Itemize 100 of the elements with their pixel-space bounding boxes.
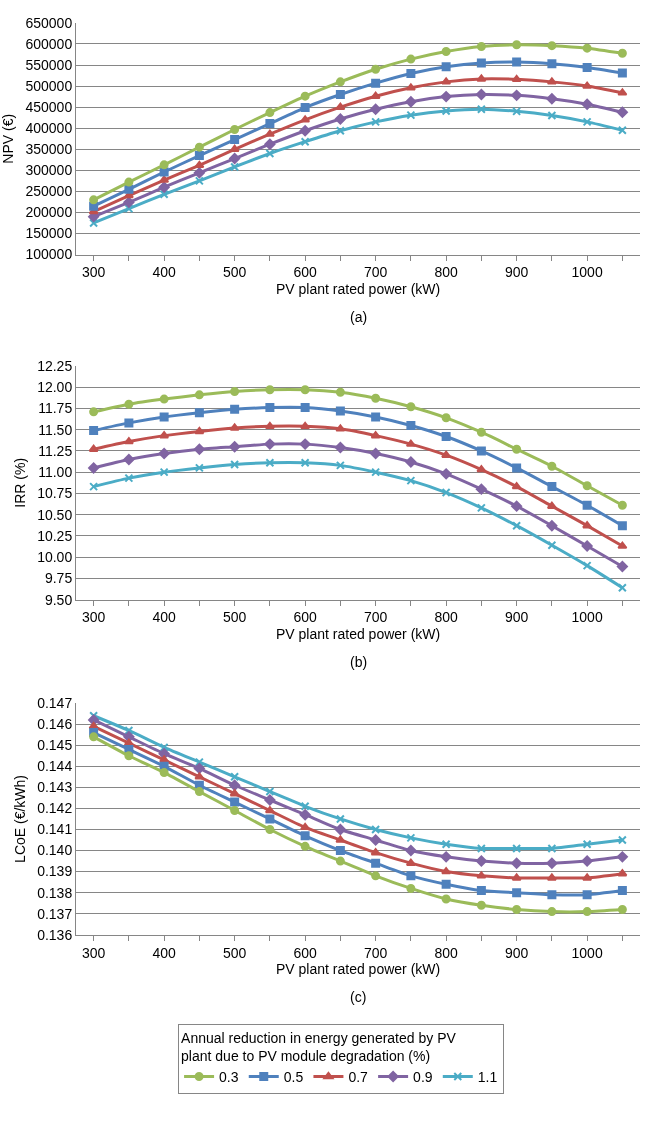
- point: [581, 98, 593, 110]
- point: [194, 408, 204, 418]
- point: [264, 421, 275, 430]
- point: [441, 879, 451, 889]
- y-tick-label: 150000: [25, 225, 73, 242]
- point: [582, 521, 593, 529]
- point: [370, 848, 381, 856]
- point: [124, 418, 134, 428]
- legend-label: 1.1: [477, 1068, 498, 1085]
- x-tick-label: 500: [222, 609, 247, 626]
- y-tick-label: 400000: [25, 120, 73, 137]
- y-tick-label: 0.145: [37, 737, 73, 754]
- point: [335, 387, 345, 397]
- point: [300, 91, 310, 101]
- point: [441, 894, 451, 904]
- x-tick-label: 500: [222, 944, 247, 961]
- point: [159, 467, 169, 477]
- point: [582, 873, 593, 881]
- point: [476, 41, 486, 51]
- point: [123, 453, 135, 465]
- y-tick-label: 0.147: [37, 695, 73, 712]
- point: [300, 103, 310, 113]
- point: [299, 125, 311, 137]
- point: [230, 806, 240, 816]
- point: [581, 540, 593, 552]
- point: [89, 732, 99, 742]
- point: [441, 413, 451, 423]
- point: [229, 779, 241, 791]
- point: [265, 108, 275, 118]
- point: [441, 62, 451, 72]
- x-axis-title: PV plant rated power (kW): [276, 626, 441, 642]
- y-tick-label: 12.25: [37, 357, 73, 374]
- point: [617, 869, 628, 877]
- point: [406, 833, 416, 843]
- point: [300, 822, 311, 831]
- point: [230, 162, 240, 172]
- point: [371, 117, 381, 127]
- x-tick-label: 700: [363, 944, 388, 961]
- point: [512, 40, 522, 50]
- point: [512, 57, 522, 67]
- point: [406, 402, 416, 412]
- x-tick-label: 400: [152, 609, 177, 626]
- point: [194, 390, 204, 400]
- point: [230, 386, 240, 396]
- point: [264, 438, 276, 450]
- point: [159, 768, 169, 778]
- point: [405, 844, 417, 857]
- point: [512, 521, 522, 531]
- y-tick-label: 9.50: [44, 591, 73, 608]
- point: [89, 195, 99, 205]
- point: [371, 824, 381, 834]
- x-tick-label: 500: [222, 264, 247, 281]
- y-tick-label: 300000: [25, 162, 73, 179]
- point: [405, 96, 417, 108]
- point: [300, 137, 310, 147]
- point: [265, 787, 275, 797]
- point: [335, 814, 345, 824]
- point: [440, 91, 452, 103]
- point: [335, 835, 346, 843]
- legend-label: 0.7: [348, 1068, 369, 1085]
- y-tick-label: 0.139: [37, 863, 73, 880]
- point: [441, 450, 452, 458]
- point: [300, 115, 311, 123]
- point: [405, 439, 416, 447]
- point: [546, 77, 557, 85]
- point: [230, 797, 240, 807]
- y-tick-label: 450000: [25, 99, 73, 116]
- point: [335, 846, 345, 856]
- point: [476, 427, 486, 437]
- x-tick-label: 300: [81, 944, 106, 961]
- point: [335, 77, 345, 87]
- point: [440, 851, 452, 863]
- point: [440, 468, 452, 480]
- point: [335, 460, 345, 470]
- point: [441, 47, 451, 57]
- point: [512, 444, 522, 454]
- point: [229, 789, 240, 797]
- point: [546, 857, 558, 869]
- x-tick-label: 600: [293, 264, 318, 281]
- y-tick-label: 11.00: [38, 464, 73, 481]
- point: [334, 441, 346, 454]
- y-axis-title: IRR (%): [11, 457, 28, 508]
- y-tick-label: 650000: [25, 14, 73, 31]
- legend-label: 0.3: [219, 1068, 239, 1085]
- point: [230, 772, 240, 782]
- point: [476, 465, 487, 473]
- point: [617, 521, 627, 531]
- point: [265, 148, 275, 158]
- point: [299, 438, 311, 450]
- point: [511, 482, 522, 490]
- point: [547, 482, 557, 492]
- point: [617, 905, 627, 914]
- point: [441, 77, 452, 85]
- point: [405, 83, 416, 91]
- y-tick-label: 0.144: [37, 758, 73, 775]
- point: [230, 135, 240, 145]
- point: [265, 403, 275, 413]
- point: [334, 113, 346, 125]
- point: [124, 177, 134, 187]
- y-tick-label: 0.146: [37, 716, 73, 733]
